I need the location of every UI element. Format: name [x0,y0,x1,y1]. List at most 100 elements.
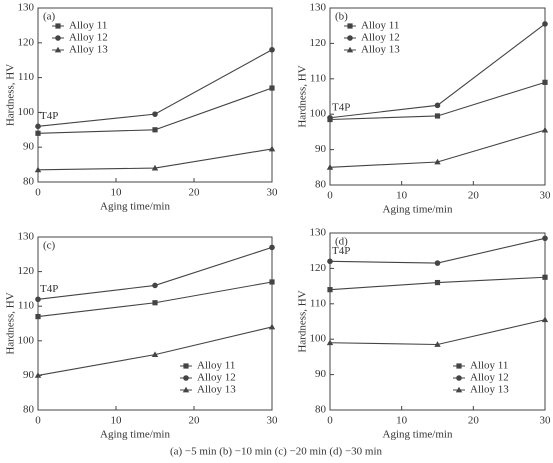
legend-label: Alloy 13 [361,44,400,56]
series-line [37,87,273,134]
marker [542,79,548,85]
marker [542,274,548,280]
annotation: T4P [332,245,350,257]
x-tick-label: 0 [35,187,41,199]
y-tick-label: 90 [23,369,35,381]
panel-label: (a) [43,11,56,23]
marker [269,85,275,91]
legend-label: Alloy 12 [470,372,509,384]
x-tick-label: 10 [396,190,408,202]
marker [456,363,462,369]
plot-frame [37,7,273,183]
y-tick-label: 90 [23,141,35,153]
x-tick-label: 0 [327,190,333,202]
x-axis-label: Aging time/min [383,204,453,216]
marker [152,282,158,289]
plot-frame [329,7,546,186]
annotation: T4P [332,101,350,113]
marker [55,35,61,41]
marker [183,375,189,381]
y-tick-label: 120 [18,36,35,48]
marker [34,166,42,173]
legend-label: Alloy 13 [197,384,236,396]
marker [347,23,353,29]
marker [541,316,549,323]
y-tick-label: 100 [310,333,327,345]
x-tick-label: 10 [396,415,408,427]
x-tick-label: 0 [327,415,333,427]
y-tick-label: 80 [315,404,327,416]
y-tick-label: 110 [310,72,327,84]
marker [434,113,441,119]
marker [35,130,41,136]
y-tick-label: 120 [18,265,35,277]
y-tick-label: 130 [310,227,327,239]
marker [34,372,42,378]
y-tick-label: 130 [310,2,327,14]
x-tick-label: 20 [468,190,480,202]
x-tick-label: 10 [111,415,123,427]
y-axis-label: Hardness, HV [297,290,309,352]
marker [269,244,275,251]
x-tick-label: 0 [35,415,41,427]
series-line [37,246,273,300]
marker [183,363,189,369]
legend-label: Alloy 11 [361,20,399,32]
legend-label: Alloy 11 [470,360,508,372]
marker [326,164,334,170]
x-tick-label: 30 [267,187,279,199]
plot-frame [329,232,546,411]
plot-frame [37,236,273,411]
x-tick-label: 20 [468,415,480,427]
x-axis-label: Aging time/min [383,429,453,441]
legend-label: Alloy 13 [470,384,509,396]
x-tick-label: 20 [189,415,201,427]
legend-label: Alloy 11 [69,20,107,32]
marker [182,386,190,393]
y-tick-label: 120 [310,37,327,49]
caption: (a) −5 min (b) −10 min (c) −20 min (d) −… [170,446,383,458]
marker [269,46,275,53]
annotation: T4P [40,110,58,122]
y-tick-label: 80 [315,179,327,191]
x-tick-label: 20 [189,187,201,199]
marker [542,21,548,27]
y-tick-label: 90 [315,143,327,155]
marker [35,123,41,130]
marker [326,339,334,346]
y-tick-label: 100 [18,334,35,346]
y-axis-label: Hardness, HV [5,292,17,354]
y-tick-label: 90 [315,368,327,380]
marker [268,323,276,330]
legend-label: Alloy 11 [197,360,235,372]
y-tick-label: 80 [23,176,35,188]
marker [55,23,61,29]
marker [327,258,333,265]
panel-label: (b) [335,11,348,23]
panel-label: (d) [335,236,348,248]
marker [151,164,159,171]
series-line [37,326,273,376]
marker [54,46,62,53]
y-tick-label: 100 [18,106,35,118]
y-tick-label: 80 [23,404,35,416]
marker [327,114,333,121]
y-tick-label: 110 [18,300,35,312]
marker [268,145,276,152]
y-tick-label: 110 [18,71,35,83]
marker [434,158,441,165]
panel-label: (c) [43,240,56,252]
legend-label: Alloy 12 [69,32,108,44]
legend-label: Alloy 13 [69,44,108,56]
marker [542,235,548,242]
y-tick-label: 100 [310,108,327,120]
marker [434,260,441,266]
marker [347,35,353,41]
marker [327,287,333,293]
marker [152,127,158,133]
x-tick-label: 30 [267,415,279,427]
legend-label: Alloy 12 [361,32,400,44]
marker [434,279,441,286]
marker [152,300,158,306]
